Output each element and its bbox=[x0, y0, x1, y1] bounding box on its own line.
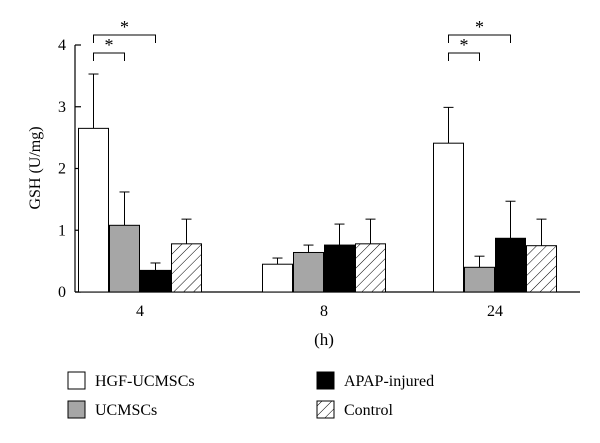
bar bbox=[526, 245, 557, 293]
y-tick-label: 1 bbox=[58, 222, 66, 239]
legend-label: APAP-injured bbox=[344, 373, 434, 390]
bar bbox=[293, 251, 324, 293]
x-tick-label: 4 bbox=[136, 303, 144, 320]
significance-markers: * * * * bbox=[93, 17, 511, 61]
significance-star: * bbox=[460, 35, 469, 55]
significance-star: * bbox=[105, 35, 114, 55]
bar bbox=[355, 243, 386, 293]
significance-bracket bbox=[93, 34, 156, 43]
significance-bracket bbox=[448, 52, 480, 61]
y-tick-label: 3 bbox=[58, 99, 66, 116]
legend-swatch bbox=[316, 400, 335, 419]
bars bbox=[78, 73, 557, 293]
bar bbox=[109, 224, 140, 293]
x-axis-label: (h) bbox=[314, 330, 334, 349]
significance-bracket bbox=[93, 52, 125, 61]
y-tick-label: 4 bbox=[58, 37, 66, 54]
bar bbox=[433, 142, 464, 293]
legend-swatch bbox=[67, 400, 86, 419]
legend-label: HGF-UCMSCs bbox=[95, 373, 195, 390]
significance-bracket bbox=[448, 34, 511, 43]
significance-star: * bbox=[120, 17, 129, 37]
y-axis-label: GSH (U/mg) bbox=[27, 126, 44, 209]
legend-swatch bbox=[67, 371, 86, 390]
x-tick-label: 24 bbox=[487, 303, 503, 320]
bar bbox=[140, 269, 171, 293]
y-tick-label: 2 bbox=[58, 161, 66, 178]
legend-label: UCMSCs bbox=[95, 402, 157, 419]
legend: HGF-UCMSCs UCMSCs APAP-injured Control bbox=[67, 371, 434, 419]
legend-swatch bbox=[316, 371, 335, 390]
bar bbox=[171, 243, 202, 293]
bar bbox=[78, 127, 109, 293]
bar bbox=[262, 263, 293, 293]
legend-label: Control bbox=[344, 402, 393, 419]
bar bbox=[464, 266, 495, 293]
bar bbox=[324, 244, 355, 293]
significance-star: * bbox=[475, 17, 484, 37]
x-tick-label: 8 bbox=[320, 303, 328, 320]
y-tick-label: 0 bbox=[58, 284, 66, 301]
bar bbox=[495, 237, 526, 293]
